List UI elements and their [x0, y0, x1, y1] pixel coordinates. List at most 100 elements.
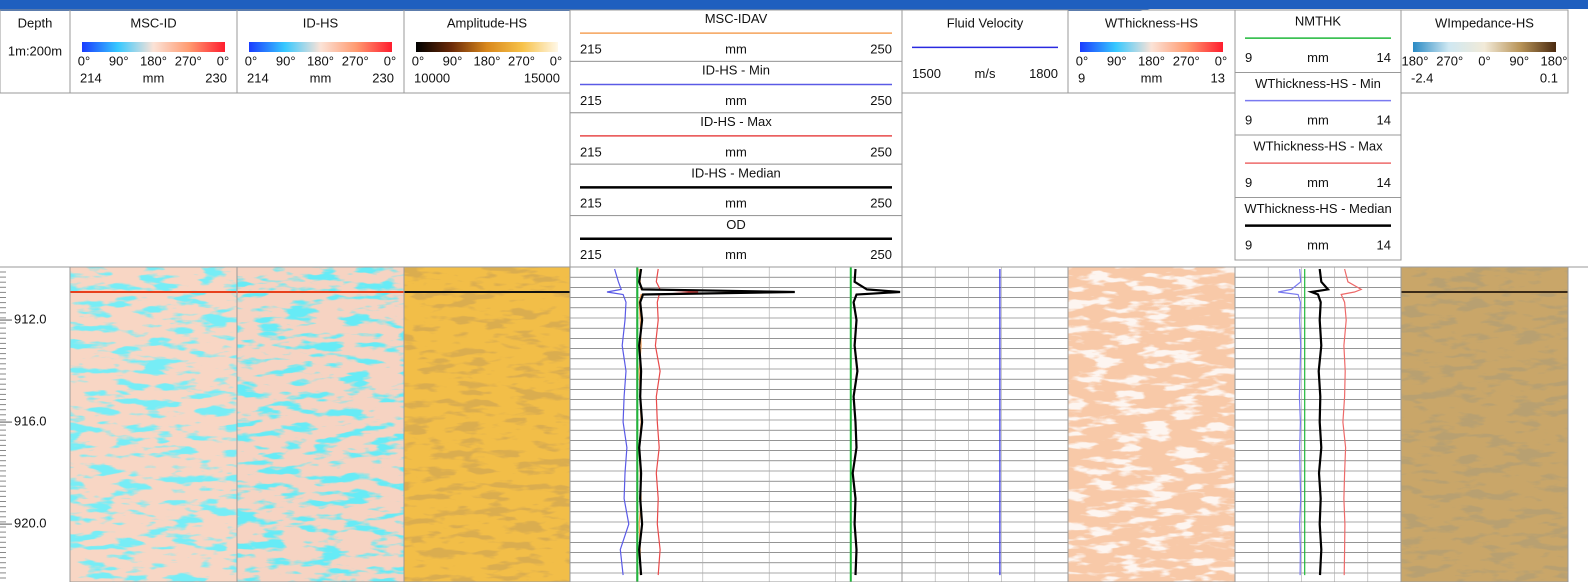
palette-angle: 0° [1478, 53, 1490, 68]
image-texture [1401, 267, 1568, 582]
top-bar [0, 0, 1588, 11]
track-title: WImpedance-HS [1435, 15, 1534, 30]
scale-unit: mm [1307, 238, 1329, 253]
palette-angle: 180° [140, 53, 167, 68]
scale-min: 9 [1245, 113, 1252, 128]
palette-angle: 270° [508, 53, 535, 68]
scale-min: 215 [580, 42, 602, 57]
palette-angle: 270° [342, 53, 369, 68]
curve-title: OD [726, 217, 746, 232]
curve [638, 268, 795, 576]
curve [1340, 268, 1363, 576]
scale-min: 1500 [912, 66, 941, 81]
palette-bar [1413, 42, 1556, 52]
scale-min: 215 [580, 144, 602, 159]
scale-max: 250 [870, 42, 892, 57]
palette-angle: 180° [1402, 53, 1429, 68]
curve [606, 268, 630, 576]
scale-unit: mm [725, 42, 747, 57]
scale-unit: mm [1307, 113, 1329, 128]
scale-min: 9 [1245, 238, 1252, 253]
scale-min: 9 [1245, 175, 1252, 190]
track-border [1400, 266, 1569, 582]
scale-min: 215 [580, 93, 602, 108]
scale-min: 215 [580, 196, 602, 211]
scale-min: 9 [1245, 50, 1252, 65]
scale-max: 230 [372, 70, 394, 85]
palette-angle: 180° [1541, 53, 1568, 68]
palette-angle: 270° [1173, 53, 1200, 68]
scale-max: 250 [870, 196, 892, 211]
scale-min: 214 [80, 70, 102, 85]
curve-header [569, 112, 903, 165]
palette-bar [1080, 42, 1223, 52]
scale-max: 250 [870, 247, 892, 262]
image-texture [237, 267, 404, 582]
scale-unit: mm [725, 144, 747, 159]
scale-max: 14 [1377, 175, 1391, 190]
palette-bar [416, 42, 558, 52]
palette-angle: 0° [550, 53, 562, 68]
track-title: MSC-ID [130, 15, 176, 30]
image-texture [70, 267, 237, 582]
curve-title: MSC-IDAV [705, 11, 768, 26]
scale-max: 15000 [524, 70, 560, 85]
palette-angle: 90° [1107, 53, 1127, 68]
scale-min: 9 [1078, 70, 1085, 85]
depth-tick-label: 912.0 [14, 311, 47, 326]
scale-min: 215 [580, 247, 602, 262]
scale-unit: mm [143, 70, 165, 85]
scale-max: 250 [870, 93, 892, 108]
palette-bar [249, 42, 392, 52]
curve-header [1234, 197, 1402, 261]
curve-title: NMTHK [1295, 13, 1342, 28]
scale-max: 14 [1377, 238, 1391, 253]
palette-angle: 180° [474, 53, 501, 68]
scale-max: 14 [1377, 50, 1391, 65]
depth-tick-label: 920.0 [14, 516, 47, 531]
curve-header [901, 9, 1069, 94]
scale-unit: mm [1141, 70, 1163, 85]
scale-unit: mm [725, 196, 747, 211]
palette-angle: 0° [384, 53, 396, 68]
depth-scale: 1m:200m [8, 43, 62, 58]
track-header [1400, 9, 1569, 94]
palette-angle: 90° [109, 53, 129, 68]
palette-angle: 0° [245, 53, 257, 68]
image-texture [1068, 267, 1235, 582]
scale-max: 250 [870, 144, 892, 159]
curve-title: Fluid Velocity [947, 15, 1024, 30]
curve [1307, 268, 1331, 576]
curve-header [569, 60, 903, 114]
scale-min: -2.4 [1411, 70, 1433, 85]
scale-max: 0.1 [1540, 70, 1558, 85]
track-title: WThickness-HS [1105, 15, 1199, 30]
scale-max: 13 [1211, 70, 1225, 85]
palette-angle: 180° [1138, 53, 1165, 68]
palette-angle: 90° [443, 53, 463, 68]
palette-bar [82, 42, 225, 52]
palette-angle: 0° [412, 53, 424, 68]
scale-unit: mm [725, 247, 747, 262]
scale-max: 14 [1377, 113, 1391, 128]
palette-angle: 90° [276, 53, 296, 68]
curve-title: ID-HS - Median [691, 165, 781, 180]
curve-title: ID-HS - Max [700, 114, 772, 129]
depth-tick-label: 916.0 [14, 414, 47, 429]
scale-unit: mm [725, 93, 747, 108]
curve [1278, 268, 1302, 576]
depth-title: Depth [18, 15, 53, 30]
curve-title: WThickness-HS - Median [1244, 201, 1391, 216]
scale-unit: mm [1307, 175, 1329, 190]
curve-header [569, 163, 903, 217]
image-texture [404, 267, 570, 582]
palette-angle: 270° [1436, 53, 1463, 68]
scale-unit: m/s [975, 66, 996, 81]
curve [851, 268, 901, 576]
curve-header [569, 215, 903, 268]
palette-angle: 180° [307, 53, 334, 68]
curve-header [1234, 9, 1402, 73]
curve-title: WThickness-HS - Max [1253, 138, 1383, 153]
scale-unit: mm [310, 70, 332, 85]
